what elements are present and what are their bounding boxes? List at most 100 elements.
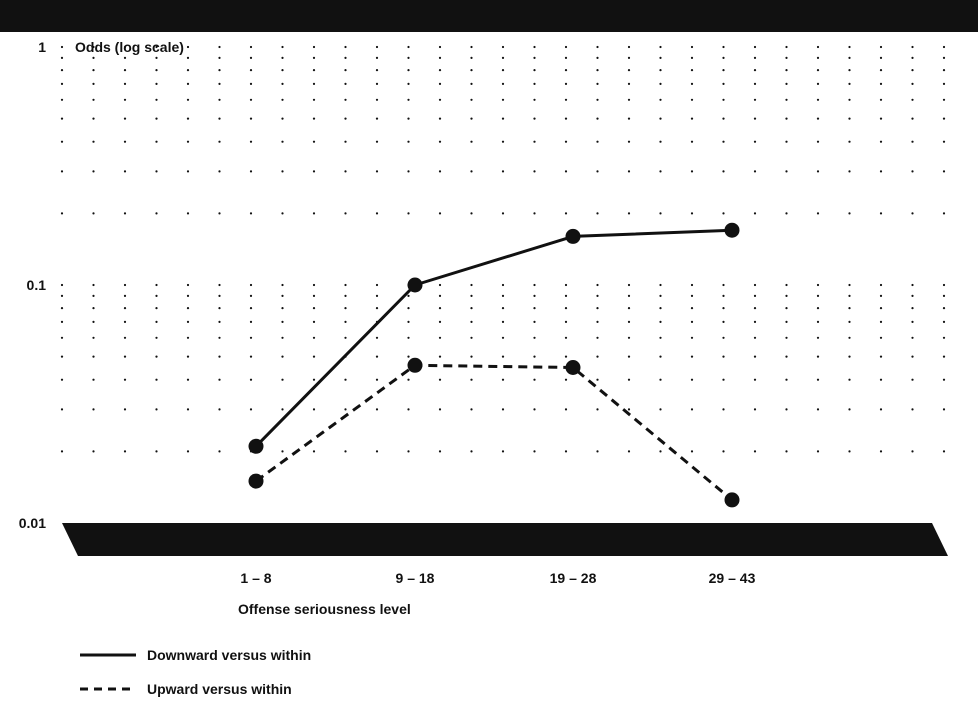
grid-dot [879, 450, 883, 453]
grid-dot [60, 56, 64, 60]
grid-dot [753, 320, 757, 323]
grid-dot [470, 117, 473, 120]
grid-dot [407, 98, 410, 101]
grid-dot [470, 307, 473, 310]
grid-dot [344, 294, 347, 297]
grid-dot [596, 140, 599, 143]
grid-dot [627, 378, 631, 381]
grid-dot [911, 170, 914, 173]
grid-dot [879, 320, 883, 323]
grid-dot [438, 45, 442, 49]
grid-dot [911, 212, 914, 215]
grid-dot [218, 336, 221, 339]
grid-dot [911, 320, 914, 323]
grid-dot [911, 98, 914, 101]
grid-dot [438, 294, 442, 297]
grid-dot [596, 355, 599, 358]
data-point [724, 222, 740, 238]
grid-dot [753, 98, 757, 101]
grid-dot [722, 320, 725, 323]
grid-dot [218, 56, 221, 60]
grid-dot [60, 82, 64, 85]
grid-dot [753, 355, 757, 358]
grid-dot [344, 283, 347, 287]
grid-dot [92, 355, 95, 358]
grid-dot [911, 82, 914, 85]
grid-dot [438, 140, 442, 143]
grid-dot [627, 408, 631, 411]
y-tick-label: 0.01 [19, 515, 46, 531]
grid-dot [92, 212, 95, 215]
grid-dot [879, 355, 883, 358]
grid-dot [92, 140, 95, 143]
data-point [724, 492, 740, 508]
grid-dot [564, 408, 568, 411]
grid-dot [155, 378, 158, 381]
grid-dot [911, 378, 914, 381]
grid-dot [123, 170, 127, 173]
grid-dot [281, 212, 284, 215]
grid-dot [879, 82, 883, 85]
grid-dot [407, 307, 410, 310]
grid-dot [816, 450, 820, 453]
grid-dot [533, 336, 536, 339]
grid-dot [659, 56, 662, 60]
grid-dot [218, 117, 221, 120]
grid-dot [879, 378, 883, 381]
grid-dot [407, 69, 410, 72]
grid-dot [596, 98, 599, 101]
grid-dot [249, 117, 253, 120]
grid-dot [218, 450, 221, 453]
grid-dot [501, 98, 505, 101]
grid-dot [155, 355, 158, 358]
grid-dot [911, 69, 914, 72]
grid-dot [344, 82, 347, 85]
grid-dot [60, 98, 64, 101]
grid-dot [533, 212, 536, 215]
grid-dot [249, 378, 253, 381]
grid-dot [218, 140, 221, 143]
grid-dot [407, 212, 410, 215]
x-tick-label: 1 – 8 [240, 570, 271, 586]
grid-dot [911, 450, 914, 453]
grid-dot [407, 45, 410, 49]
grid-dot [438, 320, 442, 323]
grid-dot [123, 294, 127, 297]
grid-dot [407, 170, 410, 173]
grid-dot [375, 69, 379, 72]
dot-grid [60, 45, 946, 453]
grid-dot [659, 320, 662, 323]
grid-dot [281, 117, 284, 120]
grid-dot [470, 170, 473, 173]
grid-dot [92, 98, 95, 101]
grid-dot [879, 408, 883, 411]
grid-dot [470, 336, 473, 339]
grid-dot [281, 355, 284, 358]
grid-dot [533, 408, 536, 411]
grid-dot [816, 170, 820, 173]
grid-dot [722, 45, 725, 49]
grid-dot [596, 450, 599, 453]
grid-dot [816, 307, 820, 310]
grid-dot [155, 450, 158, 453]
grid-dot [312, 307, 316, 310]
grid-dot [564, 307, 568, 310]
grid-dot [186, 283, 190, 287]
grid-dot [249, 82, 253, 85]
grid-dot [753, 82, 757, 85]
legend: Downward versus within Upward versus with… [80, 647, 311, 697]
grid-dot [722, 378, 725, 381]
grid-dot [816, 98, 820, 101]
grid-dot [785, 450, 788, 453]
grid-dot [785, 320, 788, 323]
y-axis-label: Odds (log scale) [75, 39, 184, 55]
grid-dot [92, 82, 95, 85]
grid-dot [879, 140, 883, 143]
grid-dot [186, 117, 190, 120]
grid-dot [942, 69, 946, 72]
grid-dot [375, 45, 379, 49]
grid-dot [92, 283, 95, 287]
grid-dot [785, 117, 788, 120]
series-line [254, 228, 733, 448]
grid-dot [186, 69, 190, 72]
